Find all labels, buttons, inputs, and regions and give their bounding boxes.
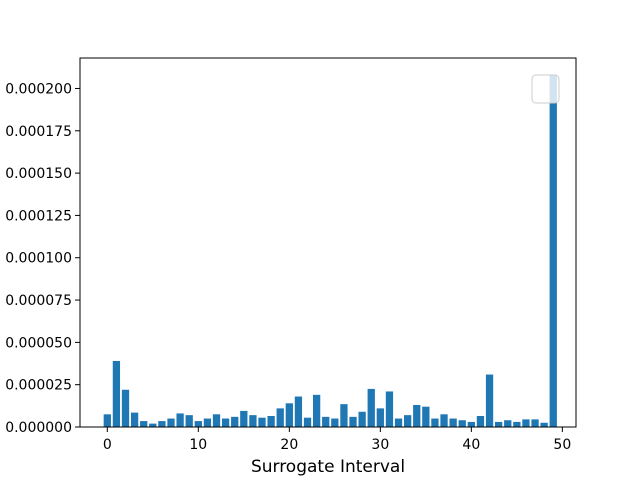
y-tick-label: 0.000125 [5, 208, 72, 224]
bar-41 [476, 415, 485, 427]
bar-46 [522, 419, 530, 427]
bar-28 [358, 411, 366, 427]
x-axis: 0 10 20 30 40 50 [103, 427, 571, 453]
bars-group [103, 74, 557, 427]
bar-42 [485, 374, 494, 427]
bar-29 [367, 388, 375, 427]
bar-24 [322, 416, 330, 427]
bar-40 [467, 421, 475, 427]
bar-5 [149, 423, 157, 427]
bar-7 [167, 418, 175, 427]
bar-12 [212, 414, 221, 427]
bar-20 [285, 403, 293, 427]
y-tick-label: 0.000050 [5, 335, 72, 351]
bar-17 [258, 417, 266, 427]
bar-32 [394, 418, 403, 427]
bar-4 [140, 421, 148, 427]
bar-18 [267, 415, 275, 427]
bar-45 [513, 421, 521, 427]
y-tick-label: 0.000025 [5, 378, 72, 394]
bar-49 [549, 74, 557, 427]
x-tick-label: 0 [103, 437, 112, 453]
bar-47 [531, 419, 539, 427]
y-tick-label: 0.000100 [5, 251, 72, 267]
bar-27 [349, 416, 357, 427]
bar-48 [540, 422, 548, 427]
bar-26 [340, 404, 348, 427]
x-tick-label: 10 [189, 437, 207, 453]
y-tick-label: 0.000200 [5, 81, 72, 97]
bar-21 [294, 396, 303, 427]
bar-36 [431, 418, 439, 427]
bar-9 [185, 415, 193, 427]
bar-0 [103, 414, 111, 427]
bar-31 [385, 391, 394, 427]
bar-37 [440, 414, 448, 427]
x-tick-label: 40 [462, 437, 480, 453]
x-tick-label: 20 [280, 437, 298, 453]
y-tick-label: 0.000150 [5, 166, 72, 182]
bar-15 [240, 410, 248, 427]
bar-10 [194, 421, 202, 427]
bar-44 [504, 420, 512, 427]
plot-frame [79, 57, 577, 428]
bar-13 [221, 418, 230, 427]
y-tick-label: 0.000175 [5, 124, 72, 140]
bar-8 [176, 413, 184, 427]
bar-1 [112, 360, 121, 427]
bar-39 [458, 420, 466, 427]
bar-11 [203, 418, 212, 427]
x-tick-label: 50 [553, 437, 571, 453]
bar-6 [158, 421, 166, 427]
bar-33 [403, 415, 412, 427]
bar-43 [495, 421, 503, 427]
bar-30 [376, 408, 384, 427]
y-axis: 0.000000 0.000025 0.000050 0.000075 0.000100… [5, 81, 80, 436]
bar-2 [121, 389, 130, 427]
bar-3 [130, 412, 139, 427]
bar-38 [449, 418, 457, 427]
x-tick-label: 30 [371, 437, 389, 453]
bar-16 [249, 415, 257, 427]
bar-34 [413, 404, 421, 427]
x-axis-label: Surrogate Interval [251, 457, 405, 477]
y-tick-label: 0.000000 [5, 420, 72, 436]
bar-19 [276, 408, 284, 427]
y-tick-label: 0.000075 [5, 293, 72, 309]
bar-23 [312, 394, 321, 427]
legend-box [531, 74, 560, 104]
bar-22 [303, 417, 312, 427]
bar-14 [231, 416, 239, 427]
bar-35 [422, 406, 430, 427]
bar-25 [331, 418, 339, 427]
